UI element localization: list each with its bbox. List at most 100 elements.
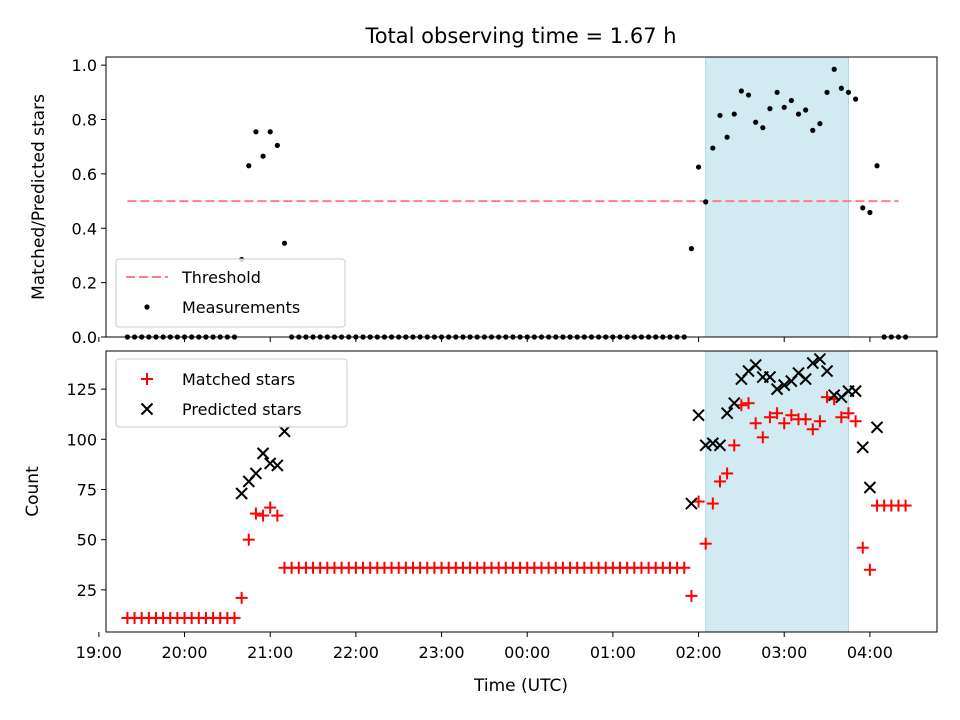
predicted-legend-label: Predicted stars bbox=[182, 400, 302, 419]
matched-point bbox=[742, 397, 755, 410]
count-panel-marks bbox=[121, 352, 912, 624]
predicted-point bbox=[827, 388, 841, 402]
measurement-point bbox=[731, 111, 737, 117]
measurement-point bbox=[774, 89, 780, 95]
measurement-point bbox=[767, 106, 773, 112]
measurement-point bbox=[831, 66, 837, 72]
measurements-legend-swatch bbox=[144, 304, 150, 310]
matched-point bbox=[835, 411, 848, 424]
ratio-panel-ticks: 0.0 0.2 0.4 0.6 0.8 1.0 bbox=[72, 56, 871, 347]
measurement-point bbox=[246, 163, 252, 169]
x-tick-label: 22:00 bbox=[333, 643, 379, 662]
chart-title: Total observing time = 1.67 h bbox=[364, 24, 676, 48]
count-legend-box bbox=[115, 358, 348, 428]
measurement-point bbox=[703, 199, 709, 205]
y-tick-label: 75 bbox=[77, 480, 97, 499]
measurement-point bbox=[753, 119, 759, 125]
y-tick-label: 0.6 bbox=[72, 165, 97, 184]
measurement-point bbox=[745, 92, 752, 98]
predicted-point bbox=[870, 421, 884, 434]
measurement-point bbox=[803, 107, 809, 113]
matched-point bbox=[863, 563, 876, 576]
predicted-point bbox=[235, 487, 248, 500]
measurement-point bbox=[253, 129, 259, 135]
matched-point bbox=[257, 509, 270, 522]
predicted-point bbox=[713, 439, 727, 452]
matched-point bbox=[778, 417, 791, 430]
predicted-point bbox=[856, 441, 869, 454]
matched-point bbox=[271, 509, 284, 522]
matched-point bbox=[756, 431, 769, 444]
measurement-point bbox=[867, 209, 873, 216]
measurement-point bbox=[760, 125, 766, 131]
predicted-point bbox=[685, 497, 698, 510]
matched-point bbox=[849, 415, 862, 428]
matched-point bbox=[771, 407, 784, 420]
measurement-point bbox=[824, 89, 830, 95]
matched-legend-label: Matched stars bbox=[182, 370, 295, 389]
matched-point bbox=[713, 475, 726, 488]
measurement-point bbox=[795, 111, 802, 117]
count-panel-ticks: 19:00 20:00 21:00 22:00 23:00 00:00 01:00 02:00… bbox=[66, 380, 892, 662]
matched-point bbox=[728, 439, 741, 452]
matched-point bbox=[785, 409, 798, 422]
matched-point bbox=[235, 591, 248, 604]
matched-point bbox=[721, 467, 734, 480]
y-tick-label: 100 bbox=[66, 430, 97, 449]
y-tick-label: 0.4 bbox=[72, 219, 97, 238]
measurement-point bbox=[838, 85, 844, 91]
y-tick-label: 1.0 bbox=[72, 56, 97, 75]
x-tick-label: 20:00 bbox=[161, 643, 207, 662]
ratio-y-axis-label: Matched/Predicted stars bbox=[29, 94, 49, 300]
measurement-point bbox=[724, 134, 730, 140]
count-panel-frame bbox=[105, 350, 938, 633]
measurement-point bbox=[710, 145, 716, 151]
x-axis-label: Time (UTC) bbox=[473, 676, 568, 696]
measurement-point bbox=[717, 112, 723, 119]
measurement-point bbox=[695, 164, 702, 170]
count-y-axis-label: Count bbox=[23, 466, 43, 517]
measurement-point bbox=[860, 205, 866, 211]
y-tick-label: 125 bbox=[66, 380, 97, 399]
matched-point bbox=[228, 611, 241, 624]
ratio-panel: 0.0 0.2 0.4 0.6 0.8 1.0 Matched/Predicted sta… bbox=[29, 56, 938, 347]
matched-point bbox=[806, 423, 819, 436]
measurement-point bbox=[874, 163, 880, 169]
matched-point bbox=[678, 561, 691, 574]
predicted-point bbox=[278, 425, 291, 438]
predicted-point bbox=[706, 437, 720, 450]
matched-point bbox=[249, 507, 262, 520]
matched-point bbox=[699, 537, 712, 550]
matched-legend-swatch bbox=[141, 373, 153, 385]
measurement-point bbox=[274, 142, 280, 148]
ratio-panel-frame bbox=[105, 56, 938, 338]
measurement-point bbox=[688, 246, 695, 252]
predicted-point bbox=[692, 409, 705, 422]
count-panel: 19:00 20:00 21:00 22:00 23:00 00:00 01:00 02:00… bbox=[23, 350, 938, 696]
y-tick-label: 0.8 bbox=[72, 111, 97, 130]
x-tick-label: 04:00 bbox=[847, 643, 893, 662]
measurements-legend-label: Measurements bbox=[182, 298, 300, 317]
predicted-point bbox=[699, 439, 712, 452]
predicted-point bbox=[799, 372, 812, 386]
matched-point bbox=[899, 499, 912, 512]
x-tick-label: 01:00 bbox=[590, 643, 636, 662]
observing-window-shade bbox=[705, 56, 849, 338]
y-tick-label: 0.0 bbox=[72, 328, 97, 347]
measurement-point bbox=[810, 127, 816, 133]
measurement-point bbox=[781, 104, 787, 110]
measurement-point bbox=[788, 97, 794, 104]
predicted-point bbox=[863, 481, 877, 494]
matched-point bbox=[242, 533, 255, 546]
matched-point bbox=[706, 497, 719, 510]
matched-point bbox=[685, 589, 698, 602]
y-tick-label: 0.2 bbox=[72, 274, 97, 293]
predicted-point bbox=[806, 356, 819, 370]
x-tick-label: 03:00 bbox=[761, 643, 807, 662]
predicted-point bbox=[778, 378, 791, 392]
x-tick-label: 19:00 bbox=[76, 643, 122, 662]
measurement-point bbox=[267, 129, 273, 135]
predicted-point bbox=[763, 370, 777, 384]
measurement-point bbox=[845, 89, 852, 95]
